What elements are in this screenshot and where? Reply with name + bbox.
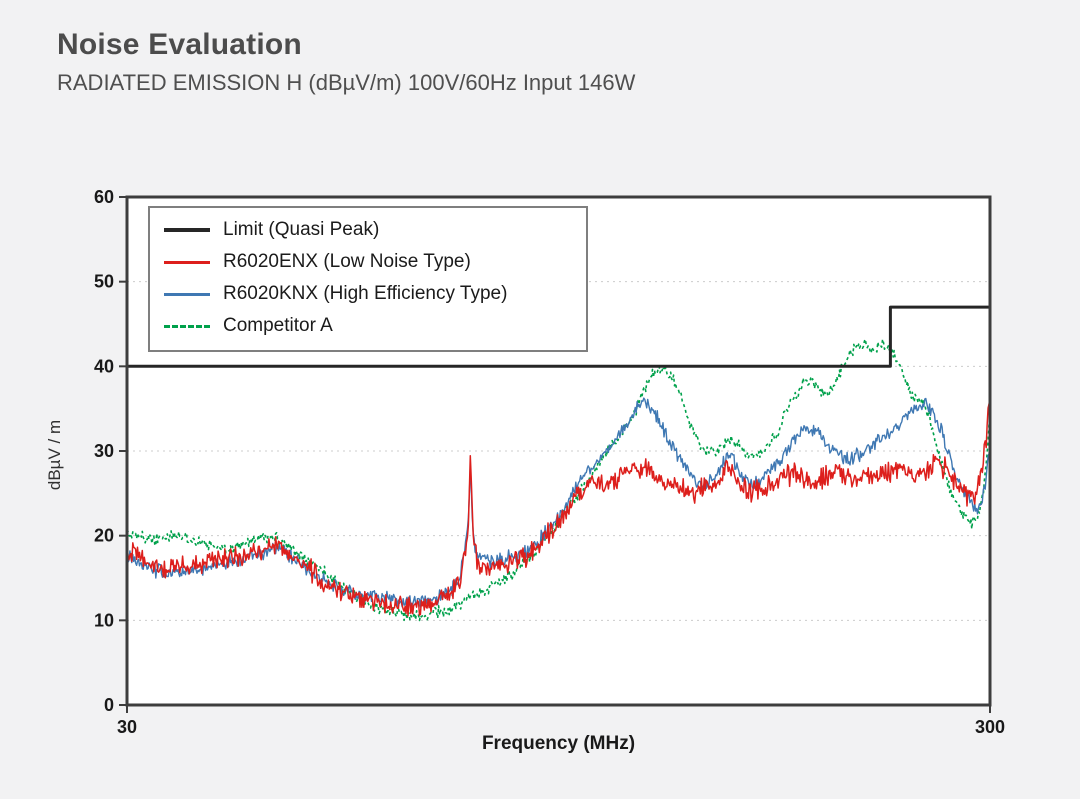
- legend-line-limit: [164, 228, 210, 232]
- page-title: Noise Evaluation: [57, 28, 302, 61]
- x-tick-label: 300: [975, 717, 1005, 737]
- y-axis-label: dBµV / m: [45, 419, 64, 491]
- x-axis-label: Frequency (MHz): [481, 733, 636, 754]
- x-tick-label: 30: [117, 717, 137, 737]
- legend-line-competitor-a: [164, 324, 210, 328]
- legend-line-r6020knx: [164, 292, 210, 296]
- y-tick-label: 50: [94, 272, 114, 292]
- y-tick-label: 60: [94, 187, 114, 207]
- legend-label-competitor-a: Competitor A: [223, 315, 333, 336]
- y-tick-label: 30: [94, 441, 114, 461]
- y-tick-label: 0: [104, 695, 114, 715]
- y-tick-label: 20: [94, 526, 114, 546]
- legend-item-competitor-a: Competitor A: [164, 310, 572, 342]
- legend-item-r6020enx: R6020ENX (Low Noise Type): [164, 246, 572, 278]
- legend-label-r6020knx: R6020KNX (High Efficiency Type): [223, 283, 508, 304]
- legend-line-r6020enx: [164, 260, 210, 264]
- y-tick-label: 40: [94, 356, 114, 376]
- y-tick-label: 10: [94, 610, 114, 630]
- legend-label-r6020enx: R6020ENX (Low Noise Type): [223, 251, 471, 272]
- legend-item-limit: Limit (Quasi Peak): [164, 214, 572, 246]
- chart-legend: Limit (Quasi Peak) R6020ENX (Low Noise T…: [148, 206, 588, 352]
- legend-label-limit: Limit (Quasi Peak): [223, 219, 380, 240]
- page-subtitle: RADIATED EMISSION H (dBµV/m) 100V/60Hz I…: [57, 70, 636, 95]
- legend-item-r6020knx: R6020KNX (High Efficiency Type): [164, 278, 572, 310]
